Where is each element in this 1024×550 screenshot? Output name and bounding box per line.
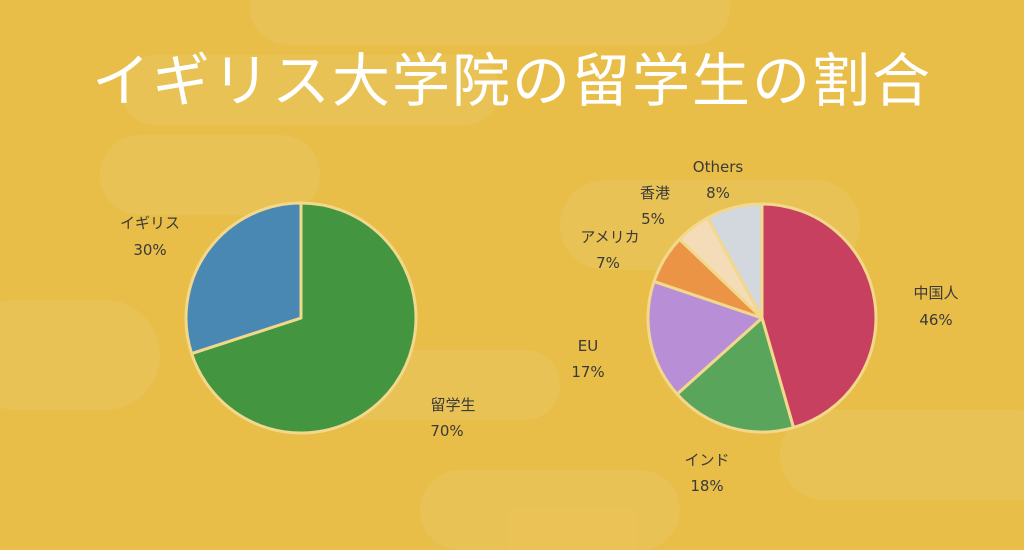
slice-value-international: 70% xyxy=(430,422,463,440)
pie0-slice-0 xyxy=(190,201,418,435)
pie1-slice-1 xyxy=(675,316,795,434)
background-shape xyxy=(780,410,1024,500)
page-title: イギリス大学院の留学生の割合 xyxy=(91,47,932,115)
pie0-slice-1 xyxy=(184,201,303,356)
slice-value-others: 8% xyxy=(706,184,730,202)
slice-value-usa: 7% xyxy=(596,254,620,272)
pie1-slice-0 xyxy=(760,202,878,430)
background-shape xyxy=(250,0,730,45)
slice-label-india: インド xyxy=(684,451,729,469)
slice-value-hongkong: 5% xyxy=(641,210,665,228)
pie1-slice-5 xyxy=(706,202,764,320)
slice-label-hongkong: 香港 xyxy=(640,184,670,202)
background-shape xyxy=(0,300,160,410)
slice-label-usa: アメリカ xyxy=(580,228,639,246)
background-shape xyxy=(120,55,500,125)
slice-value-eu: 17% xyxy=(571,363,604,381)
slice-label-international: 留学生 xyxy=(430,396,475,414)
slice-label-others: Others xyxy=(693,158,744,176)
pie-chart-international-breakdown: 中国人 46% インド 18% EU 17% アメリカ 7% 香港 5% Oth… xyxy=(571,158,958,495)
slice-label-uk: イギリス xyxy=(120,214,180,232)
background-shape xyxy=(420,470,680,550)
background-shape xyxy=(100,135,320,215)
slice-value-china: 46% xyxy=(919,311,952,329)
slice-value-uk: 30% xyxy=(133,241,166,259)
pie-chart-uk-vs-international: 留学生 70% イギリス 30% xyxy=(120,201,476,440)
slice-label-china: 中国人 xyxy=(913,284,958,302)
slice-value-india: 18% xyxy=(690,477,723,495)
slice-label-eu: EU xyxy=(578,337,598,355)
